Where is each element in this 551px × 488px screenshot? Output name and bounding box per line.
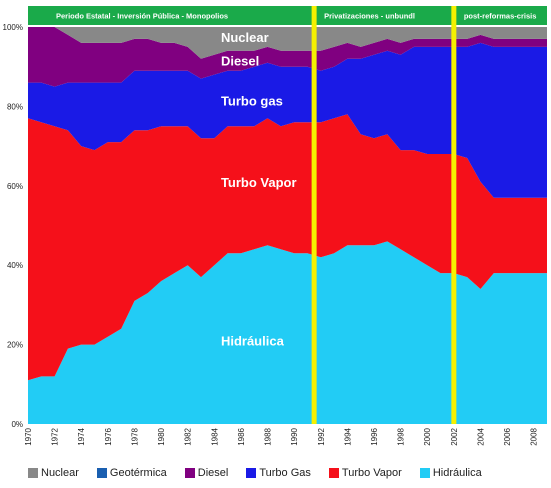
y-tick-label: 20%	[7, 341, 23, 350]
legend-swatch-hidraulica	[419, 468, 430, 478]
y-tick-label: 40%	[7, 261, 23, 270]
area-turbo-vapor	[28, 114, 547, 381]
x-tick-label: 2008	[530, 427, 539, 445]
x-tick-label: 2006	[503, 427, 512, 445]
legend-label-turbo-vapor: Turbo Vapor	[341, 467, 402, 479]
y-tick-label: 80%	[7, 102, 23, 111]
area-label-2: Turbo gas	[221, 93, 283, 108]
legend-item-turbo-vapor: Turbo Vapor	[328, 467, 402, 479]
legend-swatch-nuclear	[28, 468, 38, 478]
area-label-1: Diesel	[221, 54, 259, 69]
x-tick-label: 1974	[77, 427, 86, 445]
x-tick-label: 1992	[317, 427, 326, 445]
legend-swatch-turbo-gas	[246, 468, 257, 478]
area-hidr-ulica	[28, 241, 547, 424]
area-turbo-gas	[28, 42, 547, 198]
x-tick-label: 1996	[370, 427, 379, 445]
legend-label-nuclear: Nuclear	[41, 467, 79, 479]
legend-label-hidraulica: Hidráulica	[432, 467, 482, 479]
legend-label-turbo-gas: Turbo Gas	[259, 467, 311, 479]
area-label-3: Turbo Vapor	[221, 175, 297, 190]
x-tick-label: 2002	[450, 427, 459, 445]
x-tick-label: 2000	[423, 427, 432, 445]
x-tick-label: 1980	[157, 427, 166, 445]
x-tick-label: 1984	[210, 427, 219, 445]
period-band-2	[453, 6, 547, 25]
period-separator-0	[311, 6, 317, 424]
period-band-0	[28, 6, 315, 25]
period-label-2: post-reformas-crisis	[464, 12, 537, 21]
x-tick-label: 1976	[104, 427, 113, 445]
x-tick-label: 1988	[264, 427, 273, 445]
x-tick-label: 1978	[130, 427, 139, 445]
area-diesel	[28, 27, 547, 87]
area-label-0: Nuclear	[221, 30, 269, 45]
period-label-0: Periodo Estatal - Inversión Pública - Mo…	[56, 12, 228, 21]
x-tick-label: 1970	[24, 427, 33, 445]
area-label-4: Hidráulica	[221, 334, 285, 349]
legend-item-diesel: Diesel	[184, 467, 229, 479]
x-tick-label: 1986	[237, 427, 246, 445]
legend-label-geotermica: Geotérmica	[109, 467, 167, 479]
y-tick-label: 0%	[11, 420, 23, 429]
x-tick-label: 1990	[290, 427, 299, 445]
legend-label-diesel: Diesel	[197, 467, 229, 479]
period-label-1: Privatizaciones - unbundl	[324, 12, 415, 21]
legend-item-geotermica: Geotérmica	[96, 467, 167, 479]
legend-swatch-turbo-vapor	[328, 468, 339, 478]
chart-legend: Nuclear Geotérmica Diesel Turbo Gas Turb…	[28, 462, 548, 484]
legend-item-turbo-gas: Turbo Gas	[246, 467, 311, 479]
x-tick-label: 1994	[343, 427, 352, 445]
area-nuclear	[28, 27, 547, 59]
x-tick-label: 1972	[51, 427, 60, 445]
legend-swatch-geotermica	[96, 468, 107, 478]
legend-item-hidraulica: Hidráulica	[419, 467, 482, 479]
y-tick-label: 60%	[7, 182, 23, 191]
legend-item-nuclear: Nuclear	[28, 467, 79, 479]
y-tick-label: 100%	[3, 23, 23, 32]
period-band-1	[314, 6, 454, 25]
x-tick-label: 2004	[476, 427, 485, 445]
x-tick-label: 1982	[184, 427, 193, 445]
legend-swatch-diesel	[184, 468, 195, 478]
chart-svg: Periodo Estatal - Inversión Pública - Mo…	[3, 6, 547, 446]
x-tick-label: 1998	[397, 427, 406, 445]
period-separator-1	[451, 6, 457, 424]
